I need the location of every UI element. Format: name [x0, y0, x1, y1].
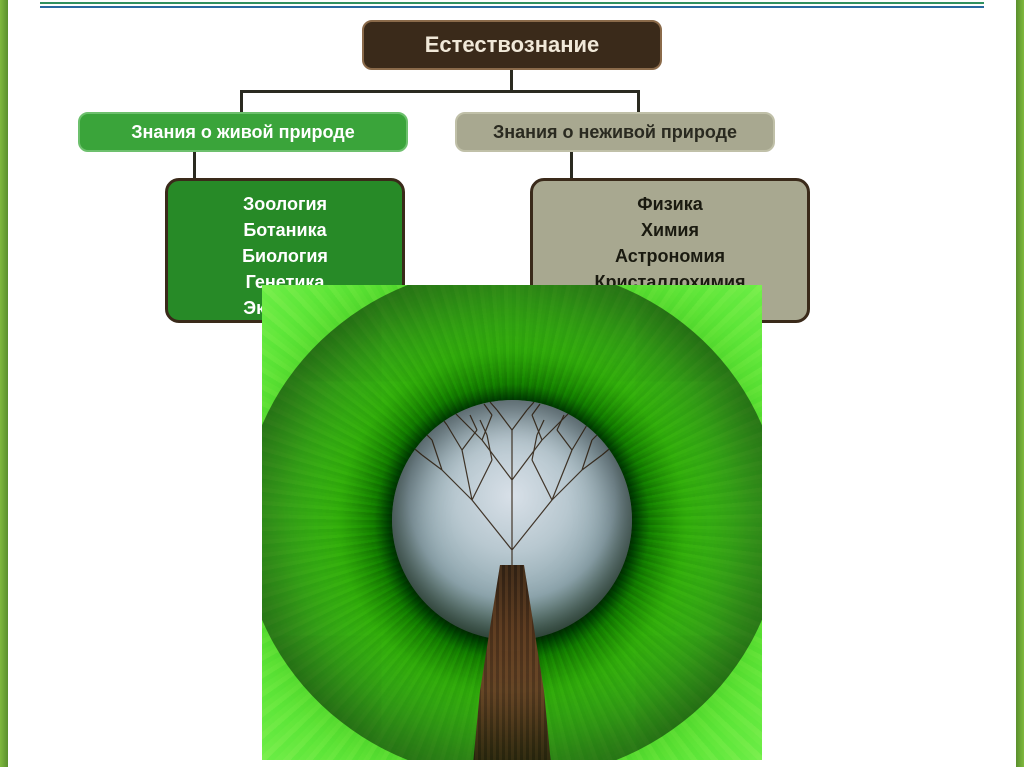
- item-chemistry: Химия: [533, 217, 807, 243]
- connector-left-to-items: [193, 152, 196, 178]
- item-biology: Биология: [168, 243, 402, 269]
- branch-node-living: Знания о живой природе: [78, 112, 408, 152]
- branch-label-nonliving: Знания о неживой природе: [493, 122, 737, 143]
- item-astronomy: Астрономия: [533, 243, 807, 269]
- connector-root-down: [510, 70, 513, 92]
- side-border-right: [1016, 0, 1024, 767]
- connector-right-to-items: [570, 152, 573, 178]
- top-accent-line-1: [40, 2, 984, 4]
- top-accent-line-2: [40, 6, 984, 8]
- root-label: Естествознание: [425, 32, 600, 58]
- connector-horizontal: [240, 90, 640, 93]
- root-node: Естествознание: [362, 20, 662, 70]
- nature-photo: [262, 285, 762, 760]
- item-botany: Ботаника: [168, 217, 402, 243]
- branch-label-living: Знания о живой природе: [131, 122, 354, 143]
- connector-to-right-branch: [637, 90, 640, 112]
- side-border-left: [0, 0, 8, 767]
- item-physics: Физика: [533, 191, 807, 217]
- connector-to-left-branch: [240, 90, 243, 112]
- item-zoology: Зоология: [168, 191, 402, 217]
- branch-node-nonliving: Знания о неживой природе: [455, 112, 775, 152]
